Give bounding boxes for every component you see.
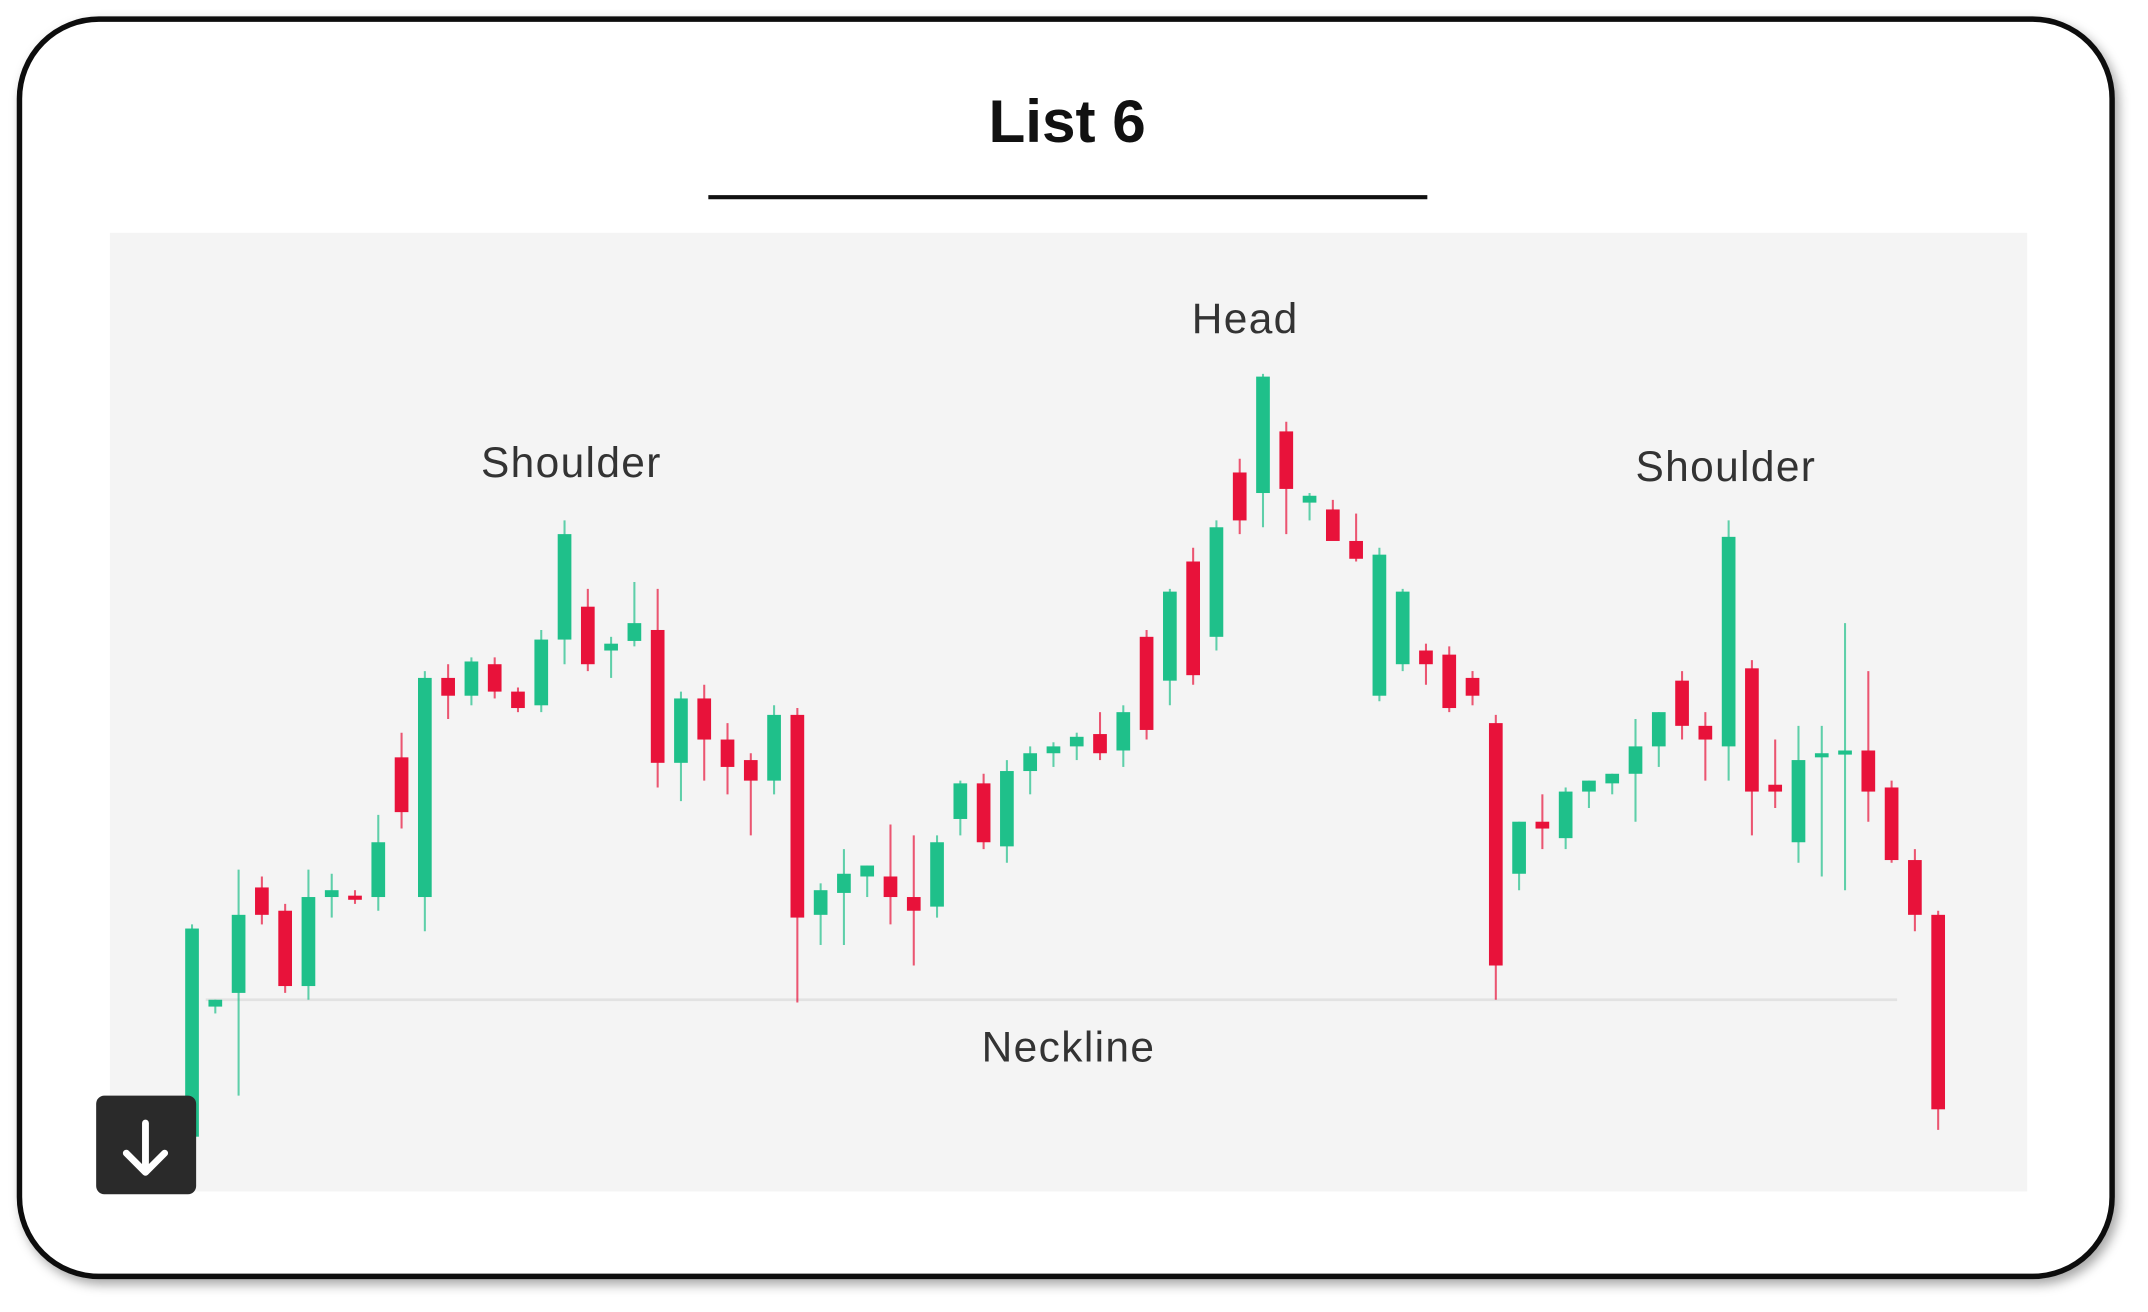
candle-body bbox=[837, 873, 851, 893]
card-title: List 6 bbox=[988, 87, 1145, 155]
candle-body bbox=[650, 629, 665, 763]
candle-body bbox=[1814, 753, 1829, 758]
candle-body bbox=[743, 760, 758, 781]
candle-body bbox=[371, 842, 386, 898]
candle-body bbox=[604, 643, 618, 651]
candle-body bbox=[557, 534, 572, 640]
candle-body bbox=[441, 677, 455, 696]
candle-body bbox=[1046, 746, 1061, 754]
candle-body bbox=[1628, 746, 1643, 774]
candle-body bbox=[1884, 787, 1899, 861]
candle-body bbox=[1582, 780, 1596, 792]
candle-body bbox=[790, 714, 805, 918]
candle-body bbox=[348, 895, 362, 900]
candle-body bbox=[418, 677, 432, 898]
candle-body bbox=[697, 698, 712, 740]
annotation: Head bbox=[1192, 295, 1299, 342]
candle-body bbox=[1139, 636, 1154, 730]
candle-body bbox=[1931, 914, 1946, 1110]
candle-body bbox=[930, 842, 944, 907]
candle-body bbox=[1861, 750, 1876, 792]
candle-body bbox=[1372, 554, 1387, 696]
candle-body bbox=[580, 606, 595, 665]
candle-body bbox=[324, 890, 339, 898]
candle-body bbox=[278, 910, 293, 987]
candle-body bbox=[1163, 591, 1177, 681]
candle-body bbox=[1675, 680, 1689, 726]
candle-body bbox=[1000, 771, 1014, 847]
candle-body bbox=[1302, 495, 1317, 503]
candle-body bbox=[1232, 472, 1247, 521]
candle-body bbox=[1395, 591, 1410, 665]
candle-body bbox=[1279, 431, 1294, 489]
candle-body bbox=[883, 876, 898, 898]
candle-body bbox=[208, 999, 223, 1007]
candle-body bbox=[231, 914, 246, 993]
candle-body bbox=[1419, 650, 1433, 665]
annotation: Shoulder bbox=[1635, 443, 1816, 490]
candle-body bbox=[813, 890, 828, 915]
candle-body bbox=[1605, 773, 1620, 784]
candle-body bbox=[1698, 725, 1713, 740]
candle-body bbox=[394, 757, 409, 813]
chart: Shoulder Head Shoulder Neckline bbox=[185, 295, 1946, 1144]
candle-body bbox=[906, 897, 921, 911]
candle-body bbox=[255, 887, 269, 915]
download-icon[interactable] bbox=[122, 1119, 169, 1176]
candle-body bbox=[301, 897, 316, 987]
download-button[interactable] bbox=[96, 1095, 197, 1195]
candle-body bbox=[1465, 677, 1480, 696]
candle-body bbox=[1721, 536, 1736, 747]
candle-body bbox=[976, 783, 991, 843]
candle-body bbox=[1186, 561, 1200, 676]
candle-body bbox=[1768, 784, 1783, 792]
candle-body bbox=[1651, 712, 1666, 747]
candle-body bbox=[1256, 376, 1270, 494]
candle-body bbox=[185, 928, 199, 1137]
candle-body bbox=[487, 664, 502, 692]
candle-body bbox=[464, 661, 479, 696]
candle-body bbox=[1558, 791, 1573, 839]
candle-body bbox=[1791, 760, 1806, 843]
candle-body bbox=[534, 639, 549, 706]
candle-body bbox=[1908, 860, 1922, 915]
candle-body bbox=[627, 623, 642, 641]
annotation: Neckline bbox=[982, 1024, 1156, 1071]
candle-body bbox=[1535, 821, 1550, 829]
candle-body bbox=[1442, 654, 1457, 709]
candle-body bbox=[1023, 753, 1038, 772]
candle-body bbox=[674, 698, 688, 763]
candle-body bbox=[1069, 736, 1084, 747]
candle-body bbox=[1209, 527, 1224, 637]
candle-body bbox=[720, 739, 735, 767]
candle-body bbox=[767, 714, 781, 781]
candle-body bbox=[1838, 750, 1852, 755]
candle-body bbox=[1745, 668, 1759, 792]
candle-body bbox=[953, 783, 968, 819]
candle-body bbox=[1349, 540, 1363, 559]
candle-body bbox=[860, 865, 875, 877]
candle-body bbox=[1512, 821, 1526, 874]
candle-body bbox=[1116, 712, 1131, 751]
annotation: Shoulder bbox=[481, 439, 662, 486]
candle-body bbox=[511, 691, 525, 709]
candle-body bbox=[1093, 734, 1107, 754]
candle-body bbox=[1488, 723, 1503, 966]
candle-body bbox=[1325, 509, 1340, 541]
